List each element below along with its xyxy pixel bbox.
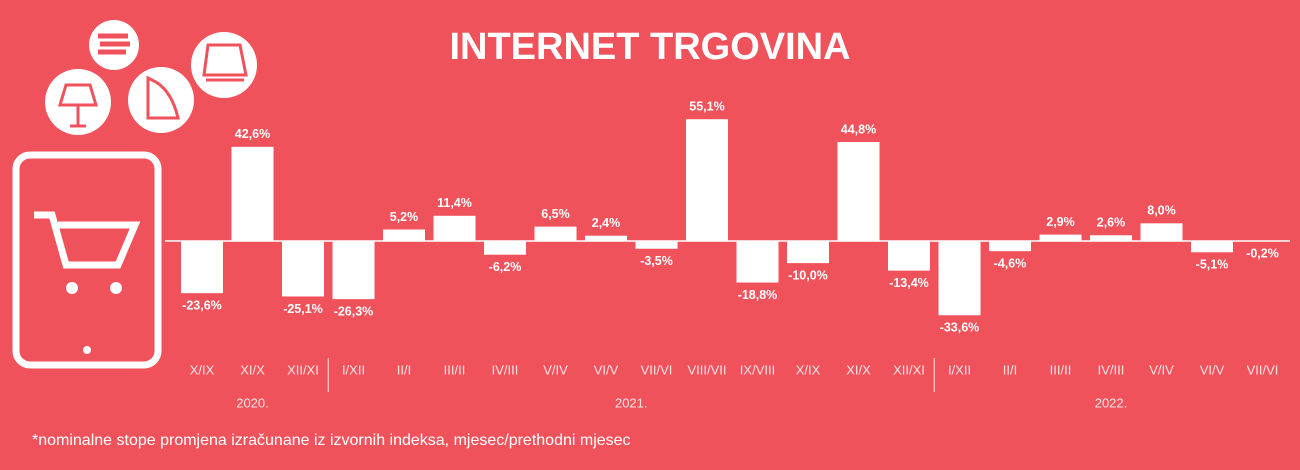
- value-label: 55,1%: [689, 100, 724, 114]
- tablet-icon: [12, 151, 162, 369]
- bar: [484, 241, 526, 255]
- iron-icon: [146, 75, 180, 120]
- x-tick-label: IV/III: [492, 362, 519, 377]
- value-label: -5,1%: [1196, 258, 1229, 272]
- value-label: 42,6%: [235, 127, 270, 141]
- value-label: 5,2%: [390, 210, 419, 224]
- value-label: 11,4%: [437, 196, 472, 210]
- bar: [1140, 223, 1183, 241]
- bar: [282, 241, 324, 297]
- x-tick-label: X/IX: [190, 362, 215, 377]
- x-tick-label: III/II: [444, 362, 466, 377]
- bar: [888, 241, 930, 271]
- bar: [534, 226, 577, 241]
- x-tick-label: II/I: [1003, 362, 1017, 377]
- x-tick-label: I/XII: [948, 362, 971, 377]
- x-tick-label: II/I: [397, 362, 411, 377]
- value-label: -33,6%: [940, 321, 980, 335]
- value-label: 2,4%: [592, 216, 621, 230]
- value-label: -6,2%: [489, 260, 522, 274]
- iron-circle: [128, 67, 194, 133]
- chart-title: INTERNET TRGOVINA: [449, 26, 850, 68]
- footnote: *nominalne stope promjena izračunane iz …: [32, 432, 631, 449]
- value-label: -26,3%: [334, 304, 374, 318]
- x-tick-label: VII/VI: [1247, 362, 1279, 377]
- bar: [433, 215, 476, 241]
- lamp-circle: [45, 69, 111, 135]
- clothes-circle: [191, 32, 257, 98]
- x-tick-label: V/IV: [1149, 362, 1174, 377]
- bar: [736, 241, 779, 283]
- bar: [1191, 241, 1233, 253]
- year-label: 2021.: [615, 395, 648, 410]
- cart-icon: [34, 211, 141, 269]
- bar: [787, 241, 829, 264]
- x-tick-label: IV/III: [1098, 362, 1125, 377]
- year-label: 2022.: [1095, 395, 1128, 410]
- value-label: -0,2%: [1246, 247, 1279, 261]
- x-tick-label: XI/X: [240, 362, 265, 377]
- x-tick-label: X/IX: [796, 362, 821, 377]
- value-label: -3,5%: [640, 254, 673, 268]
- illustration: [12, 20, 257, 369]
- x-tick-label: VIII/VII: [687, 362, 726, 377]
- bar: [1039, 234, 1082, 241]
- value-label: -23,6%: [182, 298, 222, 312]
- x-tick-label: XII/XI: [893, 362, 925, 377]
- tablet-button: [83, 346, 91, 354]
- bar: [585, 235, 627, 241]
- cart-wheel: [66, 282, 78, 294]
- x-tick-label: VI/V: [594, 362, 619, 377]
- value-label: 2,9%: [1046, 215, 1075, 229]
- x-tick-label: IX/VIII: [740, 362, 775, 377]
- bar: [989, 241, 1031, 252]
- value-label: 8,0%: [1147, 204, 1176, 218]
- value-label: 6,5%: [541, 207, 570, 221]
- bar: [383, 229, 425, 241]
- x-tick-label: V/IV: [543, 362, 568, 377]
- x-tick-label: VI/V: [1200, 362, 1225, 377]
- bar: [837, 141, 880, 241]
- bar: [181, 241, 223, 294]
- books-icon: [98, 33, 130, 55]
- clothes-icon: [202, 43, 248, 82]
- x-tick-label: XI/X: [846, 362, 871, 377]
- x-tick-label: VII/VI: [641, 362, 673, 377]
- lamp-icon: [57, 83, 99, 128]
- bar: [231, 146, 274, 241]
- value-label: -25,1%: [283, 302, 323, 316]
- bar: [332, 241, 375, 300]
- value-label: -4,6%: [994, 256, 1027, 270]
- value-label: -10,0%: [788, 268, 828, 282]
- bar: [1090, 235, 1132, 241]
- year-label: 2020.: [236, 395, 269, 410]
- x-tick-label: XII/XI: [287, 362, 319, 377]
- value-label: 2,6%: [1097, 216, 1126, 230]
- value-label: 44,8%: [841, 122, 876, 136]
- x-tick-label: III/II: [1050, 362, 1072, 377]
- value-label: -13,4%: [889, 276, 929, 290]
- bar: [686, 119, 728, 241]
- value-label: -18,8%: [738, 288, 778, 302]
- cart-wheel: [110, 282, 122, 294]
- bar: [635, 241, 678, 249]
- x-tick-label: I/XII: [342, 362, 365, 377]
- bar: [938, 241, 981, 316]
